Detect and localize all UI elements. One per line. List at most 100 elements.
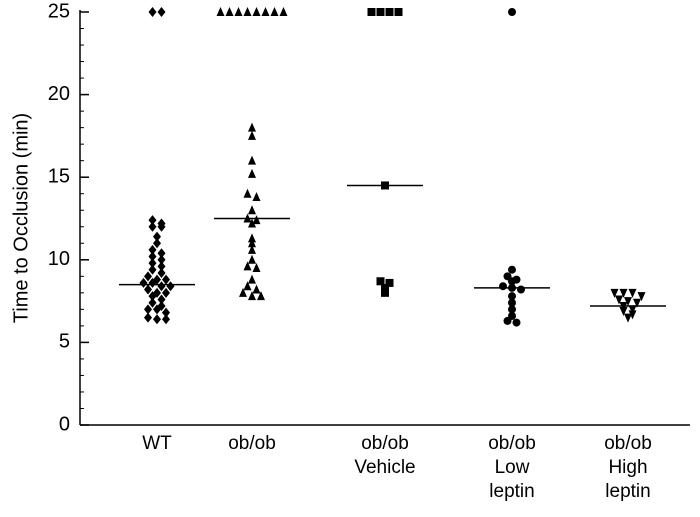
point <box>144 312 152 323</box>
point <box>248 274 256 284</box>
point <box>157 221 166 232</box>
point <box>162 307 170 318</box>
point <box>216 7 225 16</box>
point <box>148 297 157 308</box>
point <box>633 298 641 308</box>
point <box>144 284 152 295</box>
point <box>239 287 247 297</box>
point <box>248 238 256 248</box>
y-tick-label: 15 <box>48 165 70 187</box>
y-tick-label: 5 <box>59 331 70 353</box>
point <box>148 258 157 269</box>
point <box>157 281 166 292</box>
point <box>148 277 157 288</box>
y-tick-label: 0 <box>59 413 70 435</box>
point <box>503 316 512 325</box>
point <box>248 122 256 132</box>
point <box>508 292 516 301</box>
x-tick-label: ob/ob Vehicle <box>354 433 416 478</box>
point <box>628 310 637 320</box>
point <box>248 233 256 243</box>
point <box>162 274 170 285</box>
point <box>234 7 243 16</box>
point <box>261 7 270 16</box>
point <box>157 7 166 17</box>
point <box>517 285 525 294</box>
point <box>499 282 507 291</box>
point <box>624 297 632 307</box>
point <box>619 288 628 298</box>
point <box>628 305 637 315</box>
point <box>148 215 157 226</box>
point <box>279 7 288 16</box>
point <box>637 292 646 302</box>
point <box>144 304 152 315</box>
point <box>376 277 385 286</box>
point <box>248 130 256 140</box>
point <box>252 284 261 294</box>
point <box>508 277 516 286</box>
point <box>508 298 516 307</box>
point <box>615 295 623 305</box>
point <box>148 221 157 232</box>
point <box>153 304 161 315</box>
point <box>162 287 170 298</box>
x-tick-label: ob/ob <box>228 433 276 454</box>
point <box>270 7 279 16</box>
point <box>248 155 256 165</box>
point <box>139 277 148 288</box>
point <box>148 264 157 275</box>
point <box>144 271 152 282</box>
y-tick-label: 25 <box>48 0 70 22</box>
point <box>628 288 637 298</box>
point <box>162 314 170 325</box>
x-tick-label: ob/ob High leptin <box>604 433 652 502</box>
x-tick-label: ob/ob Low leptin <box>488 433 536 502</box>
point <box>252 192 261 202</box>
point <box>248 244 256 254</box>
point <box>148 291 157 302</box>
point <box>248 168 256 178</box>
point <box>157 294 166 305</box>
point <box>508 305 516 314</box>
y-tick-label: 10 <box>48 248 70 270</box>
point <box>243 281 252 291</box>
point <box>153 231 161 242</box>
point <box>610 288 619 298</box>
point <box>394 8 403 16</box>
y-axis-label: Time to Occlusion (min) <box>10 113 32 323</box>
point <box>157 261 166 272</box>
point <box>512 318 521 327</box>
point <box>157 268 166 279</box>
point <box>243 261 252 271</box>
point <box>367 8 376 16</box>
point <box>252 7 261 16</box>
point <box>157 254 166 265</box>
y-tick-label: 20 <box>48 83 70 105</box>
point <box>157 248 166 259</box>
point <box>148 244 157 255</box>
point <box>248 254 256 264</box>
point <box>148 251 157 262</box>
point <box>148 7 157 17</box>
point <box>385 8 394 16</box>
point <box>248 291 256 301</box>
point <box>508 8 516 16</box>
point <box>376 8 385 16</box>
point <box>257 291 265 301</box>
point <box>252 263 261 273</box>
point <box>619 307 628 317</box>
x-tick-label: WT <box>142 433 172 454</box>
point <box>252 215 261 225</box>
point <box>166 281 175 292</box>
point <box>508 265 516 274</box>
point <box>243 7 252 16</box>
point <box>385 278 394 287</box>
point <box>248 218 256 228</box>
point <box>153 238 161 249</box>
point <box>624 313 632 323</box>
point <box>381 288 389 297</box>
point <box>248 205 256 215</box>
